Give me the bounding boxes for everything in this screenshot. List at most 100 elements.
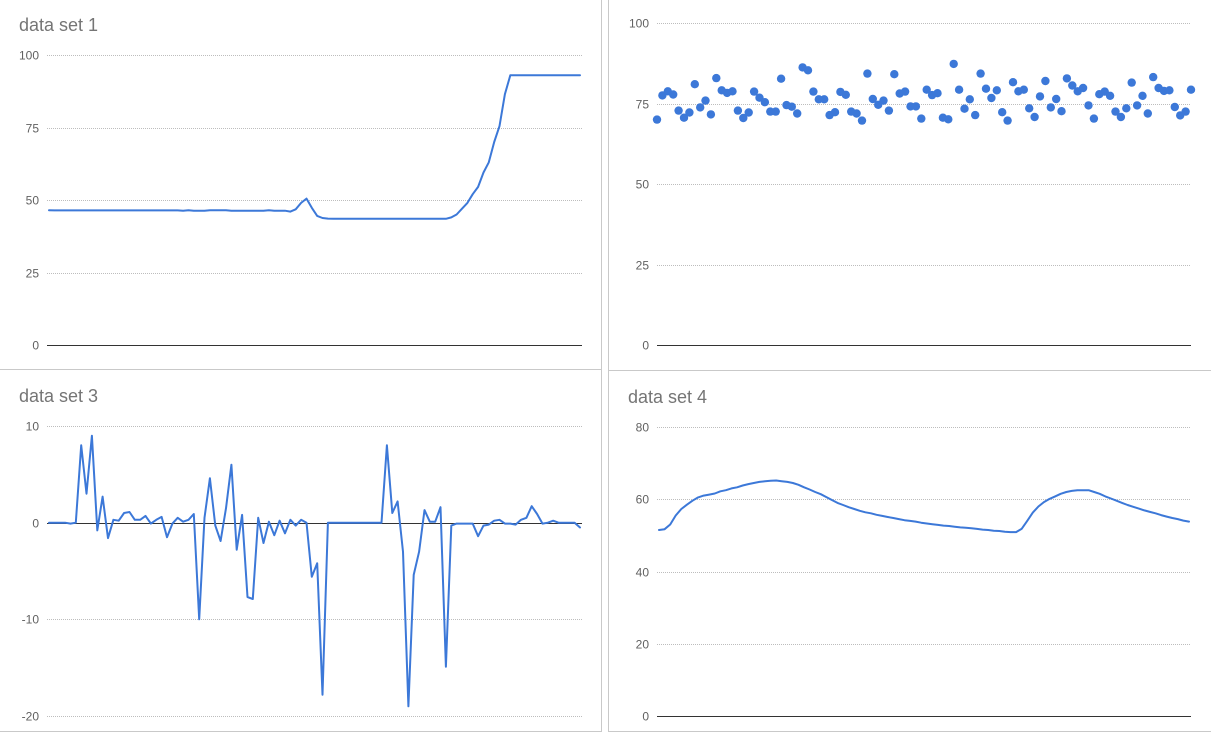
scatter-point bbox=[1105, 91, 1115, 101]
scatter-point bbox=[960, 104, 969, 113]
scatter-point bbox=[1116, 112, 1126, 122]
scatter-point bbox=[685, 108, 694, 117]
scatter-point bbox=[787, 102, 796, 111]
y-tick-label: 0 bbox=[642, 710, 649, 724]
scatter-point bbox=[669, 90, 678, 99]
scatter-point bbox=[1186, 85, 1196, 94]
chart-panel-2: 0 25 50 75 100 bbox=[609, 0, 1211, 370]
scatter-point bbox=[1030, 112, 1039, 122]
scatter-point bbox=[900, 87, 910, 96]
y-tick-label: 0 bbox=[32, 517, 39, 531]
scatter-point bbox=[679, 113, 689, 122]
scatter-point bbox=[841, 90, 850, 100]
scatter-point bbox=[917, 114, 926, 123]
scatter-point bbox=[992, 86, 1001, 95]
scatter-point bbox=[852, 109, 861, 118]
scatter-point bbox=[998, 108, 1007, 117]
y-tick-label: 20 bbox=[636, 638, 650, 652]
y-tick-label: 10 bbox=[26, 420, 40, 434]
chart-2-svg: 0 25 50 75 100 bbox=[629, 17, 1196, 353]
y-tick-label: 60 bbox=[636, 493, 650, 507]
scatter-point bbox=[1046, 103, 1055, 112]
scatter-point bbox=[1170, 102, 1179, 112]
scatter-point bbox=[1111, 107, 1120, 116]
y-tick-label: -20 bbox=[22, 710, 40, 724]
chart-4-svg: 0 20 40 60 80 bbox=[636, 421, 1191, 724]
scatter-point bbox=[744, 108, 753, 117]
chart-panel-1: data set 1 0 25 50 75 100 bbox=[0, 0, 601, 369]
scatter-point bbox=[884, 106, 894, 115]
scatter-point bbox=[1008, 78, 1018, 87]
chart-title-4: data set 4 bbox=[628, 387, 708, 407]
scatter-point bbox=[652, 115, 662, 124]
column-gutter[interactable] bbox=[601, 0, 609, 732]
scatter-point bbox=[1149, 72, 1158, 82]
scatter-point bbox=[1025, 104, 1034, 113]
chart-3-svg: -20 -10 0 10 bbox=[22, 420, 582, 724]
scatter-point bbox=[771, 107, 780, 116]
scatter-point bbox=[1181, 107, 1190, 116]
scatter-point bbox=[1143, 109, 1152, 118]
scatter-point bbox=[1041, 76, 1050, 86]
scatter-point bbox=[976, 69, 985, 78]
scatter-point bbox=[879, 96, 888, 105]
y-tick-label: 80 bbox=[636, 421, 650, 435]
scatter-point bbox=[733, 106, 743, 115]
y-tick-label: 75 bbox=[636, 98, 650, 112]
y-tick-label: 75 bbox=[26, 122, 40, 136]
scatter-point bbox=[944, 115, 953, 124]
scatter-point bbox=[890, 70, 899, 79]
row-separator-left bbox=[0, 369, 601, 370]
scatter-point bbox=[706, 110, 716, 119]
chart-title-1: data set 1 bbox=[19, 15, 99, 35]
scatter-point bbox=[1035, 92, 1045, 101]
scatter-point bbox=[965, 95, 974, 104]
scatter-point bbox=[1138, 91, 1147, 101]
scatter-point bbox=[793, 109, 802, 118]
scatter-point bbox=[701, 96, 710, 105]
scatter-point bbox=[868, 94, 877, 104]
scatter-point bbox=[712, 73, 721, 83]
scatter-point bbox=[809, 87, 818, 96]
chart-panel-3: data set 3 -20 -10 0 10 bbox=[0, 370, 601, 732]
chart-panel-4: data set 4 0 20 40 60 80 bbox=[609, 371, 1211, 732]
y-tick-label: -10 bbox=[22, 613, 40, 627]
series-line bbox=[658, 479, 1190, 534]
y-tick-label: 100 bbox=[19, 49, 39, 63]
scatter-point bbox=[922, 85, 931, 94]
scatter-point bbox=[1003, 116, 1012, 125]
scatter-point bbox=[1057, 107, 1066, 116]
scatter-point bbox=[760, 98, 770, 107]
scatter-point bbox=[803, 66, 813, 75]
scatter-point bbox=[857, 116, 867, 125]
y-tick-label: 100 bbox=[629, 17, 649, 31]
scatter-point bbox=[981, 84, 991, 93]
y-tick-label: 25 bbox=[26, 267, 40, 281]
y-tick-label: 40 bbox=[636, 566, 650, 580]
scatter-point bbox=[1052, 94, 1061, 104]
chart-1-svg: 0 25 50 75 100 bbox=[19, 49, 582, 353]
y-tick-label: 50 bbox=[26, 194, 40, 208]
scatter-point bbox=[1127, 78, 1136, 87]
scatter-point bbox=[987, 93, 996, 103]
scatter-point bbox=[1122, 104, 1131, 113]
scatter-point bbox=[749, 87, 759, 96]
scatter-point bbox=[1068, 81, 1077, 90]
series-line bbox=[48, 74, 581, 220]
scatter-point bbox=[1084, 101, 1093, 110]
scatter-point bbox=[690, 80, 699, 89]
scatter-point bbox=[820, 95, 829, 104]
scatter-point bbox=[739, 113, 748, 123]
y-tick-label: 25 bbox=[636, 259, 650, 273]
scatter-point bbox=[1078, 83, 1088, 93]
y-tick-label: 0 bbox=[32, 339, 39, 353]
scatter-point bbox=[954, 85, 964, 94]
scatter-point bbox=[830, 108, 840, 117]
scatter-point bbox=[1165, 86, 1174, 95]
y-tick-label: 0 bbox=[642, 339, 649, 353]
scatter-point bbox=[863, 69, 872, 78]
scatter-point bbox=[911, 102, 921, 111]
scatter-point bbox=[1062, 74, 1072, 83]
scatter-point bbox=[674, 106, 683, 115]
scatter-point bbox=[949, 59, 958, 69]
